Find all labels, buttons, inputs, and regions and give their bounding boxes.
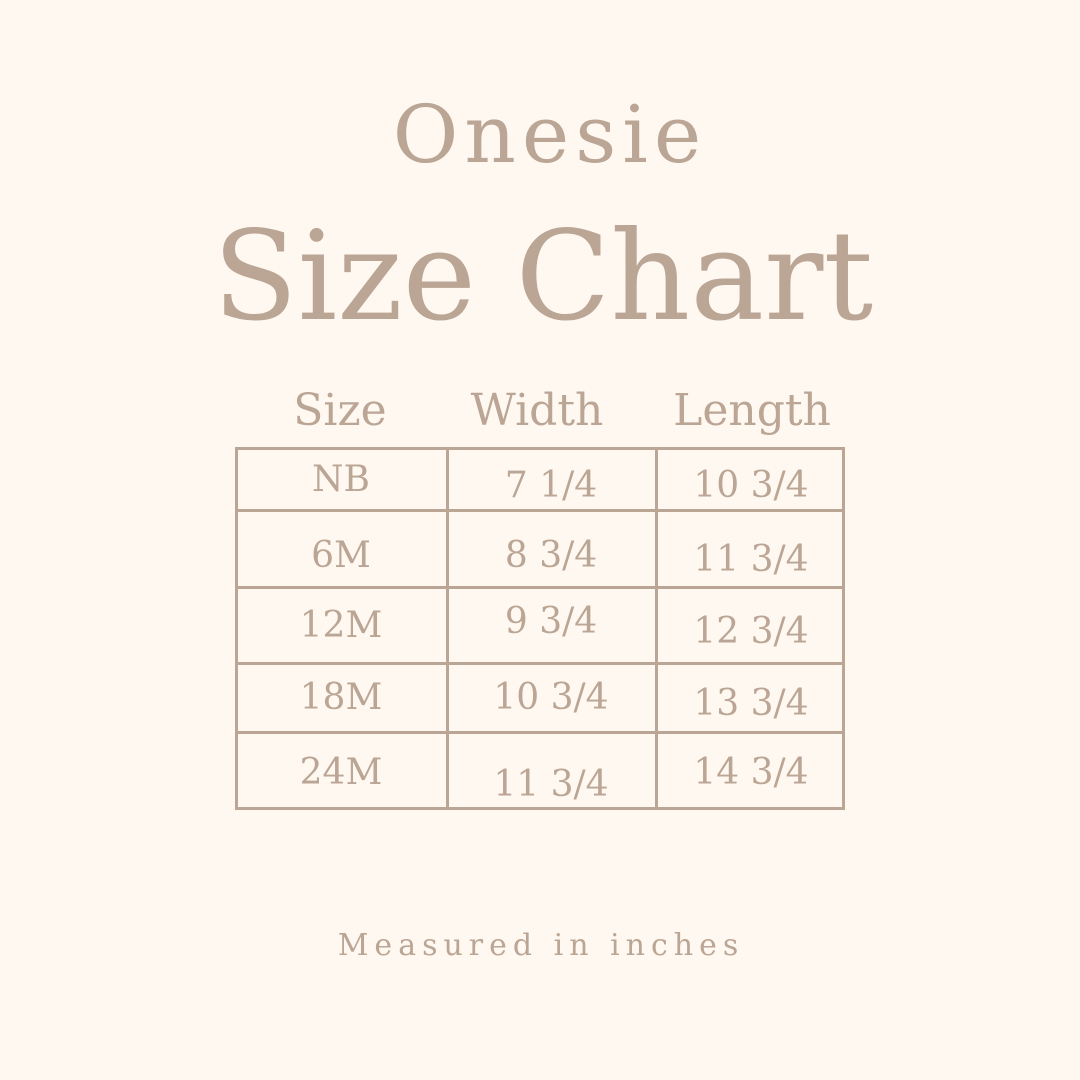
size-table (235, 447, 845, 810)
length-cell: 13 3/4 (693, 683, 809, 724)
subtitle: Onesie (392, 88, 708, 181)
width-cell: 7 1/4 (504, 465, 598, 506)
length-cell: 14 3/4 (693, 752, 809, 793)
footer-note: Measured in inches (337, 928, 745, 963)
page-title: Size Chart (212, 205, 874, 349)
size-cell: 18M (299, 677, 383, 718)
column-header-size: Size (293, 385, 387, 436)
row-divider (235, 586, 845, 589)
length-cell: 10 3/4 (693, 465, 809, 506)
width-cell: 11 3/4 (493, 764, 609, 805)
size-cell: 6M (311, 535, 371, 576)
row-divider (235, 731, 845, 734)
width-cell: 10 3/4 (493, 677, 609, 718)
column-divider (446, 447, 449, 810)
size-cell: 24M (299, 752, 383, 793)
size-cell: NB (312, 459, 370, 500)
size-cell: 12M (299, 605, 383, 646)
row-divider (235, 509, 845, 512)
column-divider (655, 447, 658, 810)
column-header-width: Width (470, 385, 604, 436)
length-cell: 12 3/4 (693, 611, 809, 652)
column-header-length: Length (673, 385, 831, 436)
length-cell: 11 3/4 (693, 539, 809, 580)
width-cell: 8 3/4 (504, 535, 598, 576)
row-divider (235, 662, 845, 665)
width-cell: 9 3/4 (504, 601, 598, 642)
